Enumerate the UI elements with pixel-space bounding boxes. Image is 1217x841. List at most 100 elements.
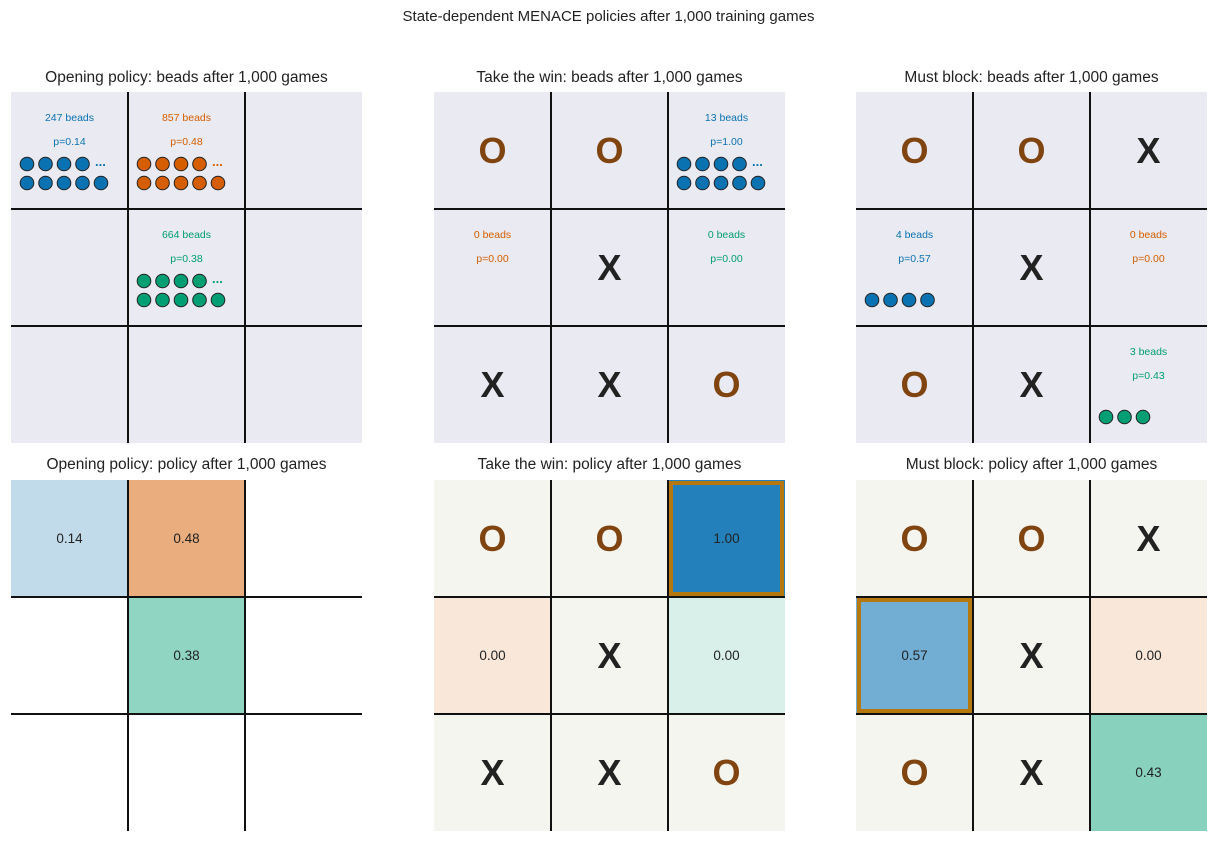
grid-line-vertical [972,92,974,443]
board-cell[interactable]: 0.43 [1090,714,1207,831]
board-cell[interactable]: O [668,326,785,443]
bead-count-label: 13 beads [704,112,749,124]
probability-value: 0.57 [901,648,928,663]
board-cell[interactable]: X [434,714,551,831]
board-cell[interactable]: 0.14 [11,480,128,597]
grid-line-horizontal [856,713,1207,715]
board-cell[interactable]: 3 beads p=0.43 [1090,326,1207,443]
bead [38,156,53,172]
chosen-move-highlight [669,481,784,596]
panel-title: Must block: policy after 1,000 games [905,456,1158,473]
board-cell[interactable]: O [434,92,551,209]
board-cell[interactable]: O [856,714,973,831]
board-cell[interactable]: 0.38 [128,597,245,714]
bead [732,175,747,191]
board-cell[interactable]: O [856,92,973,209]
board-cell[interactable]: 4 beads p=0.57 [856,209,973,326]
probability-label: p=1.00 [710,136,743,148]
board-cell[interactable]: X [551,597,668,714]
o-mark: O [712,751,741,793]
board-cell[interactable]: X [1090,92,1207,209]
bead [56,175,72,191]
board-cell[interactable]: X [973,714,1090,831]
grid-line-vertical [244,480,246,831]
bead [192,156,207,172]
board-beads: 247 beads p=0.14... 857 beads p=0.48... 664 … [11,92,362,443]
board-cell[interactable]: X [1090,480,1207,597]
bead [210,175,226,191]
bead [136,292,152,308]
board-cell[interactable]: X [973,209,1090,326]
board-cell[interactable]: 664 beads p=0.38... [128,209,245,326]
bead-count-label: 0 beads [1129,229,1168,241]
grid-line-horizontal [434,208,785,210]
bead [19,156,35,172]
board-cell[interactable]: 0.00 [434,597,551,714]
board-cell[interactable]: 0 beads p=0.00 [434,209,551,326]
bead [192,175,207,191]
board-cell[interactable] [11,209,128,326]
board-cell[interactable] [245,480,362,597]
bead [155,273,170,289]
board-cell[interactable] [245,326,362,443]
bead [155,156,170,172]
board-cell[interactable]: X [973,326,1090,443]
grid-line-vertical [550,480,552,831]
board-cell[interactable] [11,597,128,714]
x-mark: X [597,751,622,793]
x-mark: X [597,246,622,288]
board-cell[interactable]: 0 beads p=0.00 [668,209,785,326]
board-cell[interactable]: O [973,480,1090,597]
board-cell[interactable] [245,714,362,831]
bead-jar: ... [676,154,766,191]
board-policy: O O 1.00 0.00 X 0.00 X X O [434,480,785,831]
board-cell[interactable]: 857 beads p=0.48... [128,92,245,209]
board-cell[interactable]: O [856,480,973,597]
x-mark: X [1019,751,1044,793]
board-policy: O O X 0.57 X 0.00 O X 0.43 [856,480,1207,831]
x-mark: X [1136,517,1161,559]
bead-count-label: 664 beads [161,229,212,241]
bead-ellipsis: ... [212,154,223,169]
board-cell[interactable]: X [551,209,668,326]
board-cell[interactable] [128,714,245,831]
bead [93,175,109,191]
board-cell[interactable]: O [551,480,668,597]
board-cell[interactable]: 0.57 [856,597,973,714]
board-cell[interactable] [245,209,362,326]
board-cell[interactable]: X [551,326,668,443]
probability-value: 0.48 [173,531,200,546]
board-cell[interactable]: 13 beads p=1.00... [668,92,785,209]
board-cell[interactable]: X [434,326,551,443]
probability-value: 1.00 [713,531,740,546]
board-cell[interactable] [128,326,245,443]
board-cell[interactable]: 0 beads p=0.00 [1090,209,1207,326]
bead [883,292,898,308]
board-cell[interactable] [245,597,362,714]
board-cell[interactable] [11,714,128,831]
board-cell[interactable]: O [434,480,551,597]
board-cell[interactable]: X [973,597,1090,714]
board-cell[interactable]: 1.00 [668,480,785,597]
board-cell[interactable] [245,92,362,209]
board-cell[interactable]: O [551,92,668,209]
board-cell[interactable]: O [973,92,1090,209]
board-cell[interactable]: 0.00 [668,597,785,714]
board-cell[interactable]: 247 beads p=0.14... [11,92,128,209]
bead [173,273,189,289]
board-cell[interactable]: 0.00 [1090,597,1207,714]
board-cell[interactable]: 0.48 [128,480,245,597]
o-mark: O [595,517,624,559]
grid-line-vertical [550,92,552,443]
grid-line-vertical [972,480,974,831]
board-cell[interactable] [11,326,128,443]
grid-line-horizontal [434,596,785,598]
bead [864,292,880,308]
probability-label: p=0.43 [1132,370,1165,382]
x-mark: X [480,751,505,793]
board-cell[interactable]: X [551,714,668,831]
board-beads: O O 13 beads p=1.00... 0 beads p=0.00 X 0 beads… [434,92,785,443]
board-cell[interactable]: O [856,326,973,443]
board-cell[interactable]: O [668,714,785,831]
bead [750,175,766,191]
